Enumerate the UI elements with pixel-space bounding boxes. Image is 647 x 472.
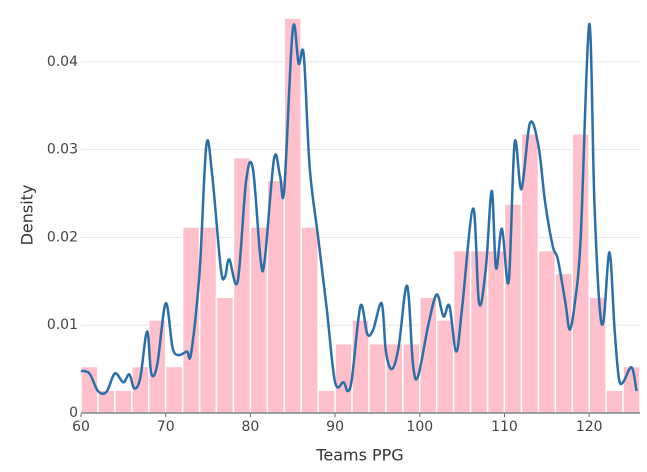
bar	[215, 296, 235, 414]
x-axis-title: Teams PPG	[315, 446, 403, 465]
bar	[181, 226, 201, 414]
bar	[537, 249, 557, 414]
bar	[571, 133, 590, 414]
bar	[385, 342, 404, 414]
x-tick-label: 80	[241, 419, 259, 435]
bar	[503, 203, 523, 414]
bar	[605, 389, 624, 414]
bar	[486, 249, 506, 414]
y-tick-label: 0.02	[47, 229, 78, 245]
bar	[435, 319, 455, 414]
bar	[368, 342, 387, 414]
y-tick-label: 0.01	[47, 317, 78, 333]
x-tick-label: 120	[576, 419, 603, 435]
y-tick-label: 0.03	[47, 142, 78, 158]
y-tick-label: 0.04	[47, 54, 78, 70]
x-tick-label: 70	[157, 419, 175, 435]
bar	[164, 365, 184, 414]
x-tick-label: 90	[326, 419, 344, 435]
x-tick-label: 60	[72, 419, 90, 435]
x-tick-label: 100	[406, 419, 433, 435]
y-tick-label: 0	[69, 405, 78, 421]
bar	[283, 17, 302, 414]
bar	[114, 389, 133, 414]
bar	[317, 389, 336, 414]
bar	[300, 226, 319, 414]
x-tick-label: 110	[491, 419, 518, 435]
bar	[334, 342, 353, 414]
bar	[452, 249, 472, 414]
bar	[198, 226, 218, 414]
y-axis-title: Density	[18, 185, 37, 246]
kde-line	[80, 22, 638, 396]
